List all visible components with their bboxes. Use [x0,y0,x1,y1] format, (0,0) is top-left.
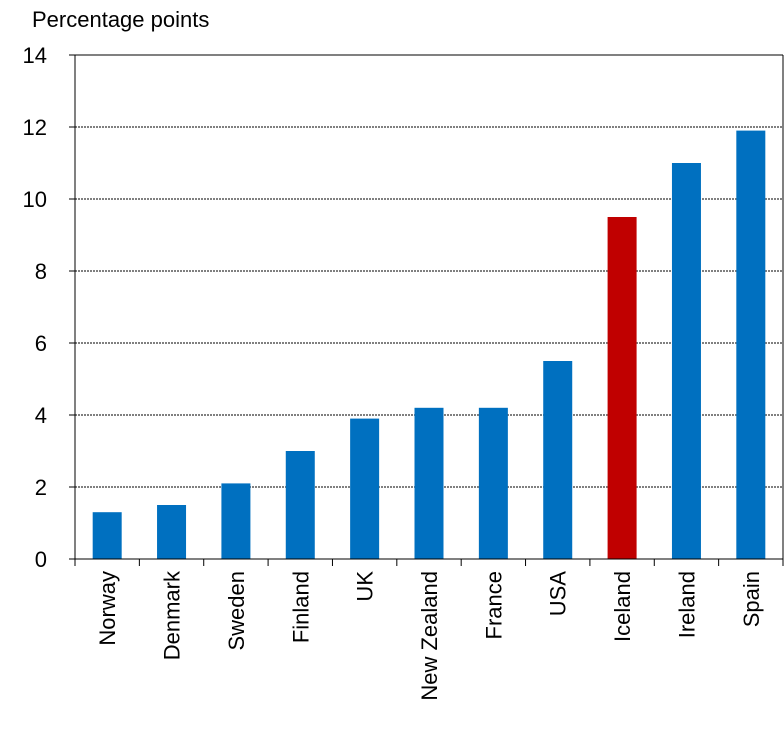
bar-spain [736,130,766,559]
bar-france [478,407,508,559]
x-label-sweden: Sweden [224,571,249,651]
bars [92,130,766,559]
x-label-uk: UK [353,571,378,602]
axes [69,54,784,566]
x-label-ireland: Ireland [674,571,699,638]
x-label-iceland: Iceland [610,571,635,642]
y-tick-label-4: 4 [35,403,47,428]
y-tick-label-12: 12 [23,115,47,140]
y-tick-label-14: 14 [23,43,47,68]
bar-iceland [607,217,637,559]
x-category-labels: Norway Denmark Sweden Finland UK New Zealand F… [95,570,764,701]
y-tick-labels: 0 2 4 6 8 10 12 14 [23,43,47,572]
x-label-usa: USA [546,571,571,617]
x-label-denmark: Denmark [160,570,185,660]
bar-new-zealand [414,407,444,559]
y-tick-label-2: 2 [35,475,47,500]
bar-sweden [221,483,251,559]
x-label-spain: Spain [739,571,764,627]
y-tick-label-0: 0 [35,547,47,572]
bar-denmark [157,505,187,559]
bar-usa [543,361,573,559]
x-label-finland: Finland [288,571,313,643]
x-label-new-zealand: New Zealand [417,571,442,701]
y-axis-unit-label: Percentage points [32,7,209,32]
bar-ireland [671,163,701,559]
bar-norway [92,512,122,559]
x-label-norway: Norway [95,571,120,646]
y-tick-label-8: 8 [35,259,47,284]
bar-uk [350,418,380,559]
y-tick-label-10: 10 [23,187,47,212]
bar-finland [285,451,315,559]
y-tick-label-6: 6 [35,331,47,356]
x-label-france: France [481,571,506,639]
gridlines [75,54,783,488]
